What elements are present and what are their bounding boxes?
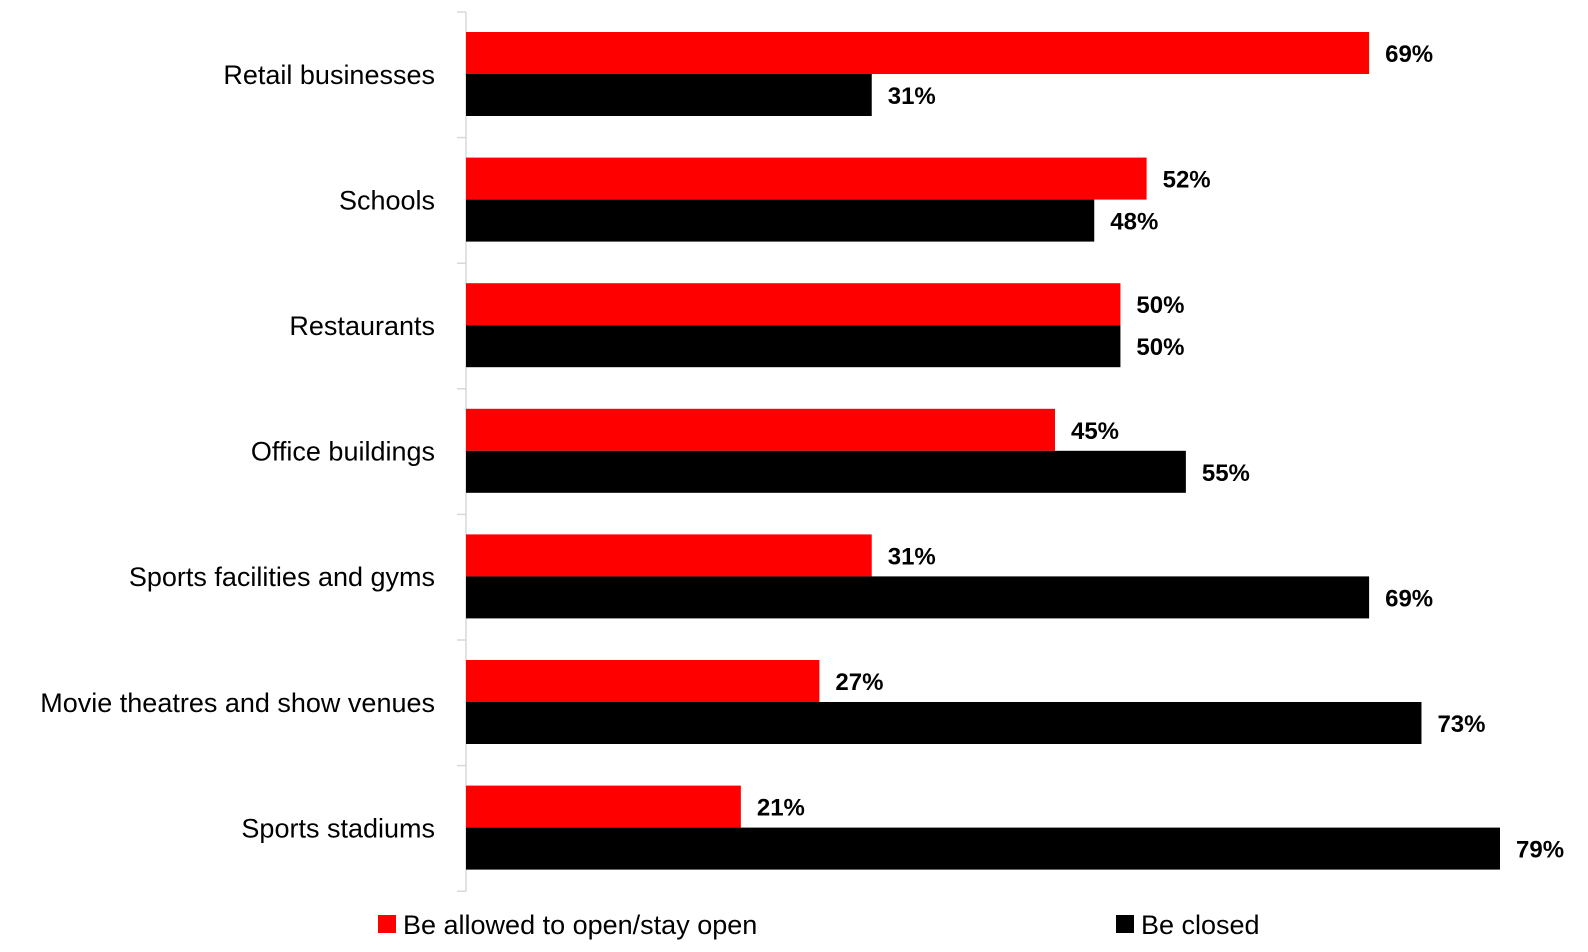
category-labels: Retail businesses Schools Restaurants Offic… bbox=[40, 60, 435, 844]
data-label: 31% bbox=[888, 543, 936, 570]
bar-closed bbox=[466, 199, 1095, 242]
category-label: Sports stadiums bbox=[241, 813, 435, 843]
bar-closed bbox=[466, 74, 872, 116]
bar-open bbox=[466, 32, 1370, 74]
legend-swatch bbox=[378, 915, 396, 933]
data-label: 73% bbox=[1437, 711, 1485, 738]
data-label: 45% bbox=[1071, 418, 1119, 445]
axis bbox=[457, 11, 467, 892]
category-label: Office buildings bbox=[251, 437, 435, 467]
category-label: Sports facilities and gyms bbox=[129, 562, 435, 592]
category-label: Retail businesses bbox=[223, 60, 435, 90]
data-label: 79% bbox=[1516, 837, 1564, 864]
legend: Be allowed to open/stay open Be closed bbox=[378, 910, 1260, 940]
legend-label: Be closed bbox=[1141, 910, 1260, 940]
data-label: 50% bbox=[1136, 292, 1184, 319]
data-label: 48% bbox=[1110, 209, 1158, 236]
data-label: 21% bbox=[757, 795, 805, 822]
data-label: 50% bbox=[1136, 334, 1184, 361]
data-label: 69% bbox=[1385, 585, 1433, 612]
bar-closed bbox=[466, 827, 1500, 870]
data-label: 31% bbox=[888, 83, 936, 110]
bar-open bbox=[466, 283, 1121, 326]
bar-open bbox=[466, 157, 1147, 200]
value-labels: 69% 31% 52%48% 50% 50% 45% 55% 31% 69% 27% 73% 21% 7… bbox=[757, 41, 1564, 864]
bar-open bbox=[466, 534, 872, 577]
data-label: 55% bbox=[1202, 460, 1250, 487]
bar-closed bbox=[466, 702, 1422, 744]
bar-closed bbox=[466, 576, 1370, 619]
category-label: Schools bbox=[339, 185, 435, 215]
bar-closed bbox=[466, 325, 1121, 368]
category-label: Restaurants bbox=[289, 311, 435, 341]
data-label: 52% bbox=[1163, 167, 1211, 194]
legend-swatch bbox=[1116, 915, 1134, 933]
bar-open bbox=[466, 660, 820, 702]
bar-closed bbox=[466, 450, 1186, 493]
legend-label: Be allowed to open/stay open bbox=[403, 910, 757, 940]
bar-open bbox=[466, 785, 741, 828]
data-label: 69% bbox=[1385, 41, 1433, 68]
bars bbox=[466, 32, 1500, 870]
category-label: Movie theatres and show venues bbox=[40, 688, 435, 718]
bar-open bbox=[466, 408, 1055, 451]
data-label: 27% bbox=[835, 669, 883, 696]
